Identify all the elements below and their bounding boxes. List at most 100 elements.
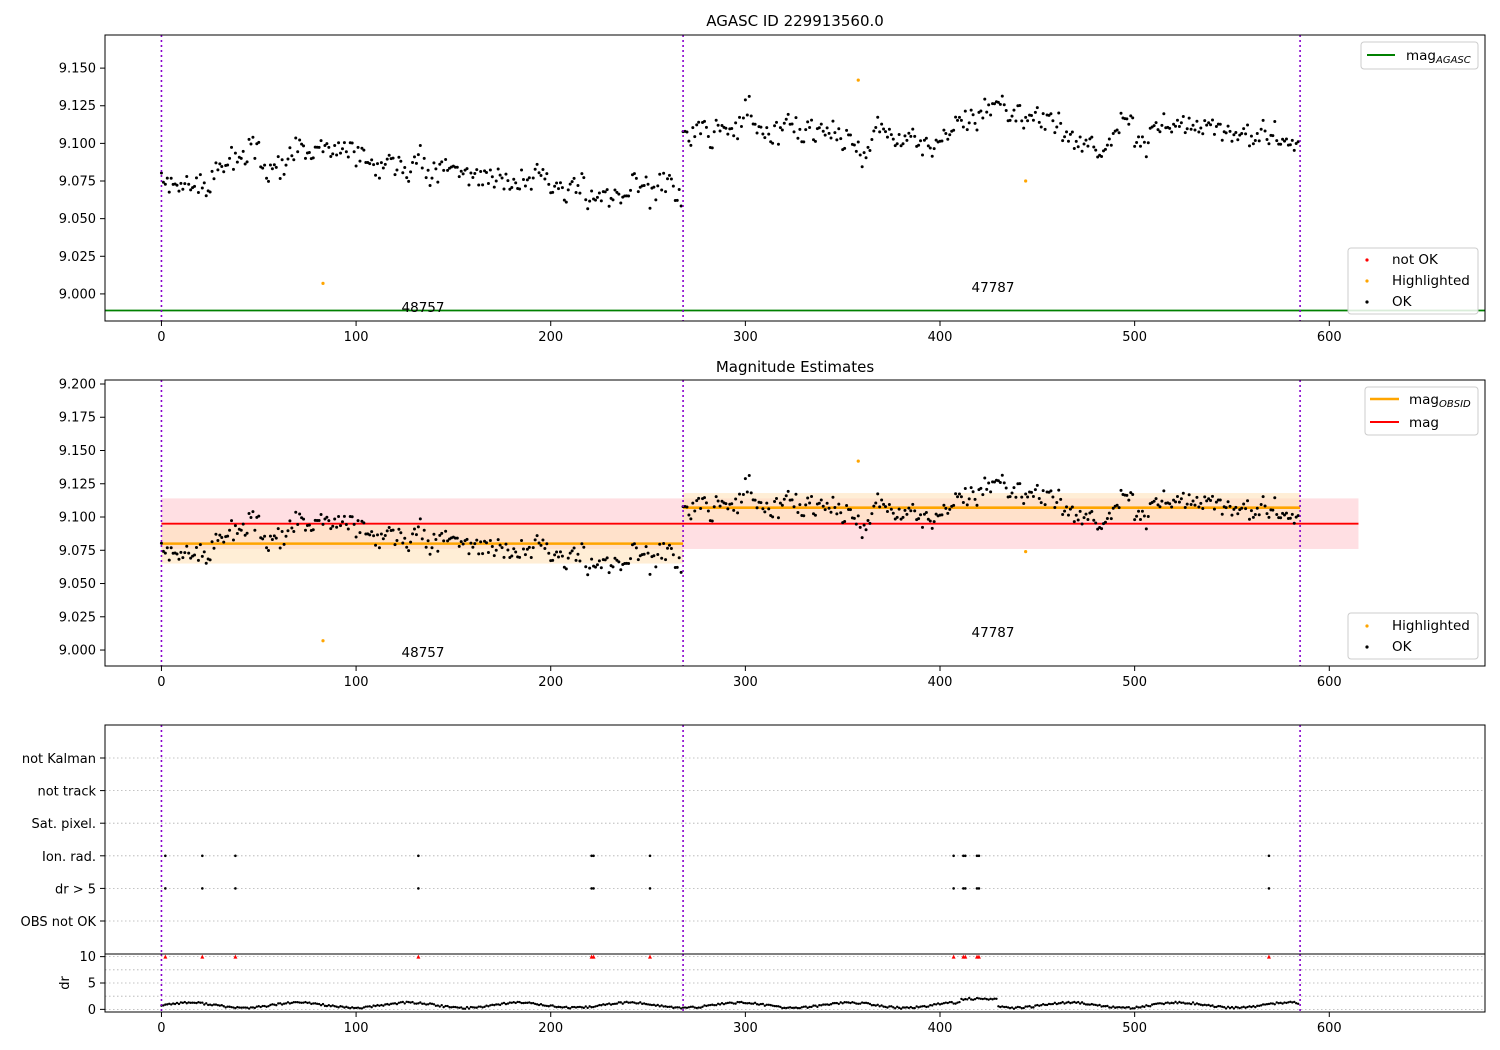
dr-point — [193, 1001, 196, 1005]
data-point — [416, 153, 420, 157]
data-point — [235, 160, 239, 164]
dr-point — [578, 1005, 582, 1009]
dr-point — [648, 1003, 652, 1006]
dr-clipped-marker — [200, 954, 205, 959]
dr-point — [1156, 1002, 1160, 1005]
dr-point — [1224, 1007, 1228, 1010]
data-point — [1049, 112, 1053, 116]
dr-point — [602, 1003, 605, 1006]
data-point — [551, 190, 555, 194]
dr-point — [574, 1006, 578, 1009]
data-point — [860, 536, 864, 540]
dr-point — [290, 1001, 294, 1005]
dr-clipped-marker — [1266, 954, 1271, 959]
data-point — [379, 532, 383, 536]
data-point — [747, 473, 751, 477]
dr-point — [674, 1006, 677, 1009]
data-point — [393, 543, 397, 547]
dr-point — [691, 1005, 695, 1008]
data-point — [323, 144, 327, 148]
dr-point — [687, 1006, 691, 1009]
data-point — [469, 171, 473, 175]
data-point — [337, 514, 341, 518]
dr-point — [450, 1006, 453, 1009]
data-point — [687, 139, 691, 143]
data-point — [956, 495, 960, 499]
data-point — [1137, 135, 1141, 139]
data-point — [1177, 125, 1181, 129]
data-point — [710, 146, 714, 150]
data-point — [514, 550, 518, 554]
data-point — [1105, 517, 1109, 521]
data-point — [1039, 501, 1043, 505]
dr-point — [1008, 1006, 1012, 1010]
data-point — [584, 565, 588, 569]
data-point — [179, 550, 183, 554]
data-point — [778, 501, 782, 505]
data-point — [307, 523, 311, 527]
dr-point — [738, 1001, 741, 1004]
x-tick-label: 400 — [928, 675, 953, 690]
dr-point — [938, 1003, 942, 1006]
data-point — [220, 164, 224, 168]
data-point — [775, 120, 779, 124]
data-point — [1111, 506, 1115, 510]
dr-point — [962, 998, 965, 1002]
data-point — [1240, 506, 1244, 510]
data-point — [1059, 121, 1063, 125]
dr-point — [788, 1006, 792, 1009]
data-point — [340, 147, 344, 151]
data-point — [274, 536, 278, 540]
dr-point — [321, 1002, 325, 1006]
data-point — [1000, 94, 1004, 98]
dr-point — [1117, 1005, 1121, 1009]
dr-point — [362, 1006, 366, 1009]
data-point — [274, 165, 278, 169]
data-point — [669, 547, 673, 551]
data-point — [763, 136, 767, 140]
dr-point — [1061, 1000, 1064, 1004]
dr-point — [1187, 1002, 1191, 1005]
dr-point — [551, 1004, 554, 1007]
data-point — [1133, 144, 1137, 148]
data-point — [459, 540, 463, 544]
dr-point — [570, 1005, 574, 1009]
dr-point — [495, 1003, 498, 1006]
data-point — [1043, 503, 1047, 507]
data-point — [726, 132, 730, 136]
data-point — [1018, 104, 1022, 108]
dr-point — [409, 1001, 412, 1004]
data-point — [1275, 139, 1279, 143]
dr-point — [695, 1006, 698, 1010]
data-point — [486, 182, 490, 186]
dr-point — [1063, 1002, 1066, 1005]
dr-point — [411, 1000, 414, 1004]
data-point — [1086, 144, 1090, 148]
dr-point — [162, 1004, 165, 1007]
data-point — [1189, 127, 1193, 131]
data-point — [716, 499, 720, 503]
dr-point — [508, 1001, 512, 1004]
dr-point — [1238, 1006, 1241, 1010]
data-point — [605, 556, 609, 560]
data-point — [1232, 507, 1236, 511]
dr-point — [286, 1001, 290, 1004]
data-point — [280, 158, 284, 162]
data-point — [798, 503, 802, 507]
data-point — [1214, 125, 1218, 129]
data-point — [1158, 505, 1162, 509]
dr-point — [934, 1003, 938, 1006]
data-point — [689, 517, 693, 521]
data-point — [593, 565, 597, 569]
data-point — [957, 115, 961, 119]
dr-point — [946, 1001, 949, 1005]
dr-point — [1082, 1002, 1086, 1005]
data-point — [1246, 499, 1250, 503]
data-point — [741, 116, 745, 120]
dr-point — [592, 1005, 595, 1009]
dr-point — [1296, 1002, 1300, 1005]
data-point — [1076, 518, 1080, 522]
data-point — [956, 118, 960, 122]
dr-point — [555, 1006, 558, 1009]
data-point — [375, 533, 379, 537]
